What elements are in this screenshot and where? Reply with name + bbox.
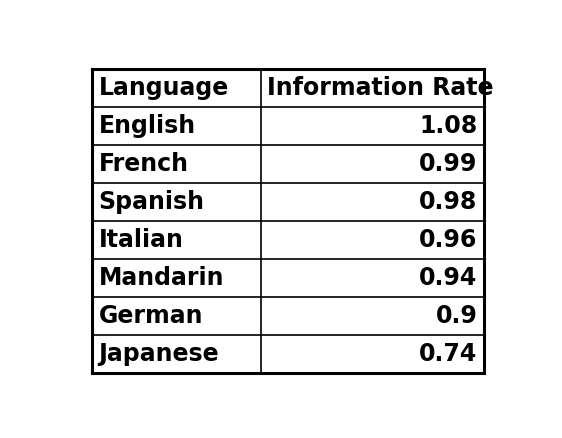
Text: English: English (98, 114, 196, 138)
Text: Italian: Italian (98, 228, 183, 252)
Text: Information Rate: Information Rate (267, 76, 493, 100)
Text: 0.99: 0.99 (419, 152, 478, 176)
Text: German: German (98, 304, 203, 328)
Text: 0.94: 0.94 (419, 266, 478, 290)
Text: 0.96: 0.96 (419, 228, 478, 252)
Text: 1.08: 1.08 (419, 114, 478, 138)
Text: 0.9: 0.9 (436, 304, 478, 328)
Text: Language: Language (98, 76, 229, 100)
Text: 0.74: 0.74 (419, 342, 478, 366)
Text: Japanese: Japanese (98, 342, 219, 366)
Text: French: French (98, 152, 189, 176)
Text: Spanish: Spanish (98, 190, 205, 214)
Text: Mandarin: Mandarin (98, 266, 224, 290)
Text: 0.98: 0.98 (419, 190, 478, 214)
